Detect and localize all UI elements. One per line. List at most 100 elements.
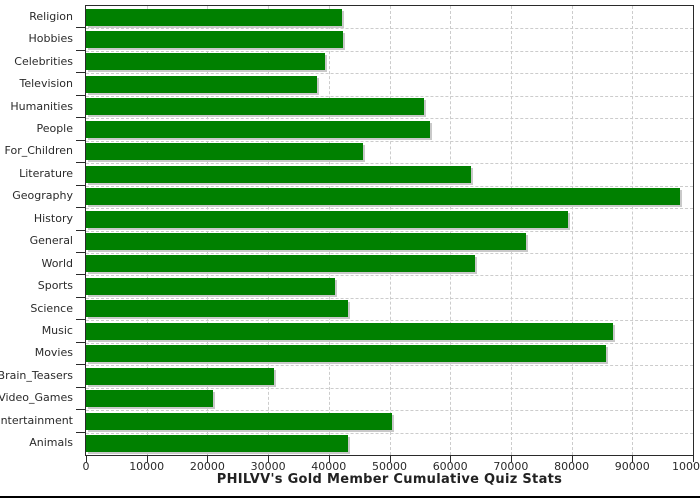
bar-humanities [86,98,425,116]
horizontal-gridline [86,410,693,412]
x-tick-mark [510,456,512,462]
x-tick-mark [693,456,694,462]
horizontal-gridline [86,320,693,322]
bar-history [86,210,568,228]
bar-brain_teasers [86,367,275,385]
x-tick-mark [571,456,573,462]
y-axis-label: Celebrities [14,54,73,68]
horizontal-gridline [86,252,693,254]
y-axis-label: Science [30,301,73,315]
bar-hobbies [86,30,343,48]
x-axis-tick-label: 100000 [672,460,700,473]
bar-religion [86,8,342,26]
x-axis-tick-label: 30000 [250,460,286,473]
bar-general [86,233,527,250]
x-tick-mark [86,456,87,462]
y-tick-mark [76,162,85,164]
bar-entertainment [86,412,392,430]
x-tick-mark [328,456,330,462]
y-axis-label: People [36,121,73,135]
y-axis-label: Animals [29,436,73,450]
horizontal-gridline [86,95,693,97]
y-tick-mark [76,49,85,51]
x-tick-mark [207,456,209,462]
y-axis-label: Sports [37,279,73,293]
bar-for_children [86,143,363,161]
x-axis-tick-label: 40000 [311,460,347,473]
x-axis-tick-label: 60000 [432,460,468,473]
horizontal-gridline [86,50,693,52]
y-tick-mark [76,431,85,433]
x-axis-tick-label: 0 [82,460,90,473]
x-axis-tick-label: 90000 [614,460,650,473]
horizontal-gridline [86,342,693,344]
horizontal-gridline [86,230,693,232]
y-tick-mark [76,341,85,343]
horizontal-gridline [86,118,693,120]
y-tick-mark [76,184,85,186]
y-tick-mark [76,251,85,253]
bar-celebrities [86,53,326,71]
y-tick-mark [76,319,85,321]
y-axis-label: Movies [34,346,73,360]
horizontal-gridline [86,387,693,389]
horizontal-gridline [86,365,693,367]
x-tick-mark [632,456,634,462]
y-tick-mark [76,117,85,119]
x-tick-mark [146,456,148,462]
bar-geography [86,188,681,206]
bar-science [86,300,349,318]
horizontal-gridline [86,208,693,210]
horizontal-gridline [86,275,693,277]
horizontal-gridline [86,73,693,75]
y-axis-label: Brain_Teasers [0,368,73,382]
bar-literature [86,165,471,183]
x-axis-tick-label: 50000 [372,460,407,473]
x-tick-mark [450,456,452,462]
y-axis-label: Geography [12,189,73,203]
bar-music [86,322,613,340]
bar-movies [86,345,607,363]
y-tick-mark [76,386,85,388]
y-axis-labels: Religion Hobbies Celebrities Television Huma… [0,5,73,456]
x-axis-tick-label: 70000 [493,460,529,473]
y-axis-label: Humanities [10,99,73,113]
x-tick-mark [268,456,270,462]
y-tick-mark [76,207,85,209]
y-tick-mark [76,27,85,29]
y-tick-mark [76,229,85,231]
y-tick-mark [76,139,85,141]
x-axis-tick-label: 20000 [189,460,225,473]
y-axis-label: Literature [19,166,73,180]
y-tick-mark [76,364,85,366]
y-axis-label: Video_Games [0,391,73,405]
y-axis-label: World [41,256,73,270]
y-tick-mark [76,296,85,298]
y-axis-label: For_Children [4,144,73,158]
chart-title: PHILVV's Gold Member Cumulative Quiz Sta… [216,472,563,487]
horizontal-gridline [86,432,693,434]
horizontal-gridline [86,28,693,30]
window-bottom-border [0,496,700,498]
horizontal-gridline [86,297,693,299]
plot-area [85,5,694,456]
x-tick-mark [389,456,391,462]
y-axis-label: Entertainment [0,413,73,427]
y-tick-mark [76,274,85,276]
bar-sports [86,277,335,295]
x-axis-tick-label: 10000 [129,460,165,473]
y-tick-mark [76,409,85,411]
bar-people [86,120,431,138]
y-axis-label: Music [41,324,73,338]
bar-television [86,75,318,93]
y-axis-label: Television [19,77,74,91]
x-axis-tick-label: 80000 [554,460,590,473]
y-tick-mark [76,94,85,96]
y-axis-label: History [33,211,73,225]
y-axis-label: Religion [29,9,73,23]
y-tick-mark [76,72,85,74]
horizontal-gridline [86,163,693,165]
horizontal-gridline [86,140,693,142]
horizontal-gridline [86,185,693,187]
